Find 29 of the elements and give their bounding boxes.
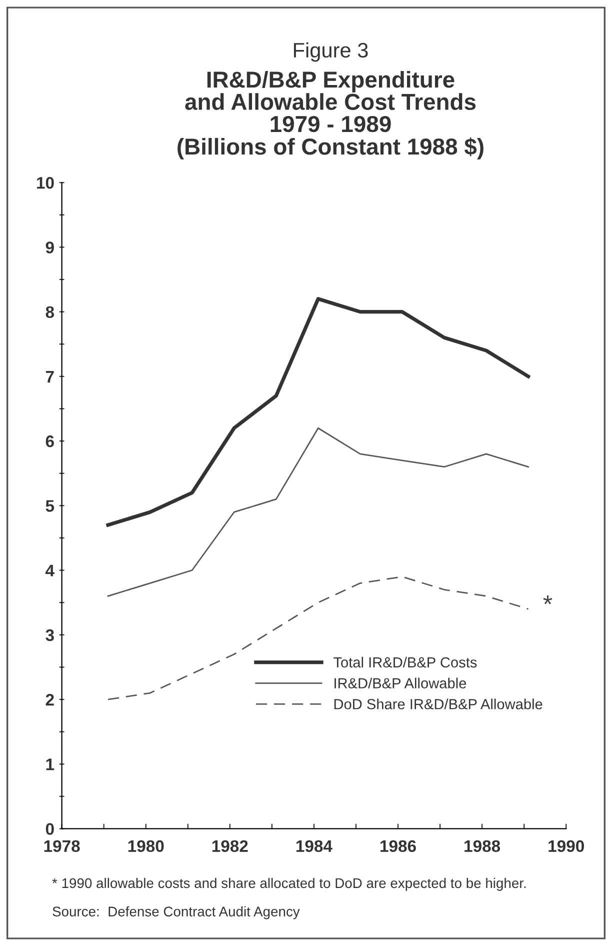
- y-tick-label: 7: [46, 370, 54, 382]
- x-tick-label: 1982: [212, 840, 248, 852]
- y-tick-label: 6: [46, 435, 54, 448]
- x-tick-label: 1984: [296, 840, 332, 852]
- y-tick-label: 10: [37, 176, 54, 189]
- x-tick-label: 1978: [44, 840, 80, 852]
- y-tick-label: 8: [46, 306, 54, 318]
- annotation: *: [543, 596, 552, 604]
- x-tick-label: 1990: [548, 840, 584, 852]
- y-tick-label: 0: [46, 823, 54, 835]
- y-tick-label: 9: [46, 242, 54, 254]
- y-tick-label: 3: [46, 629, 54, 642]
- line-series: [107, 576, 529, 700]
- x-tick-label: 1988: [464, 840, 500, 852]
- legend-label: Total IR&D/B&P Costs: [334, 656, 477, 668]
- y-tick-label: 2: [46, 694, 54, 706]
- x-tick-label: 1986: [380, 840, 416, 852]
- y-tick-label: 5: [46, 500, 54, 512]
- y-tick-label: 1: [46, 758, 54, 770]
- line-series: [106, 297, 530, 527]
- source-note: Source: Defense Contract Audit Agency: [52, 906, 300, 920]
- chart-title: Figure 3: [294, 42, 368, 62]
- text: * 1990 allowable costs and share allocated to DoD are expected to be higher.: [52, 878, 526, 891]
- legend-label: IR&D/B&P Allowable: [334, 678, 466, 688]
- chart-subtitle: IR&D/B&P Expenditure and Allowable Cost Trends 1979 - 1989 (Billions of Constant 1988 $): [178, 70, 484, 160]
- y-tick-label: 4: [46, 564, 54, 576]
- x-tick-label: 1980: [128, 840, 164, 852]
- legend-label: DoD Share IR&D/B&P Allowable: [334, 698, 542, 710]
- line-series: [107, 427, 529, 597]
